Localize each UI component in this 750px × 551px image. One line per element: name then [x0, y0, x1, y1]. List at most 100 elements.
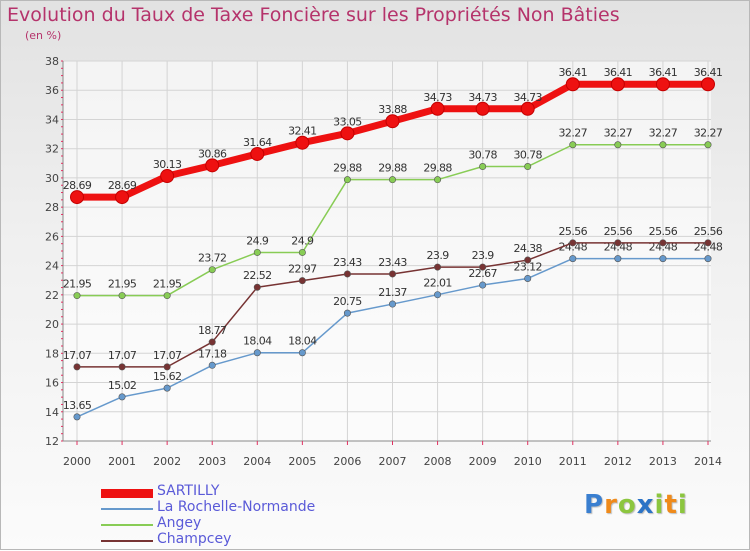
proxiti-logo: Proxiti: [584, 490, 688, 520]
data-point: [388, 300, 396, 308]
data-point: [704, 239, 712, 247]
data-point: [250, 146, 265, 161]
data-label: 36.41: [559, 66, 588, 79]
data-label: 24.9: [246, 234, 269, 247]
data-label: 21.95: [63, 278, 92, 291]
x-tick-label: 2004: [243, 455, 271, 468]
data-label: 22.67: [468, 267, 497, 280]
y-tick-label: 20: [45, 318, 59, 331]
data-point: [655, 77, 670, 92]
data-label: 23.43: [333, 256, 362, 269]
y-tick-label: 16: [45, 377, 59, 390]
data-label: 21.37: [378, 286, 407, 299]
x-tick-label: 2009: [469, 455, 497, 468]
legend-label: SARTILLY: [157, 483, 220, 499]
data-point: [704, 255, 712, 263]
data-point: [73, 363, 81, 371]
logo-letter: P: [584, 490, 605, 520]
series-la-rochelle-normande: 13.65 15.02 15.62 17.18 18.04 18.04 20.75 21.37…: [63, 241, 723, 421]
data-point: [385, 114, 400, 129]
legend-label: La Rochelle-Normande: [157, 499, 316, 515]
data-label: 32.27: [604, 127, 633, 140]
data-label: 24.48: [559, 241, 588, 254]
x-tick-label: 2007: [379, 455, 407, 468]
data-label: 17.07: [153, 349, 182, 362]
data-label: 30.13: [153, 158, 182, 171]
data-point: [614, 239, 622, 247]
logo-letter: t: [664, 490, 678, 520]
x-tick-label: 2005: [288, 455, 316, 468]
data-label: 31.64: [243, 136, 272, 149]
data-point: [704, 141, 712, 149]
data-point: [610, 77, 625, 92]
logo-letter: i: [677, 490, 688, 520]
data-label: 25.56: [559, 225, 588, 238]
legend-label: Champcey: [157, 531, 232, 547]
y-tick-label: 36: [45, 84, 59, 97]
data-point: [430, 101, 445, 116]
x-tick-label: 2003: [198, 455, 226, 468]
data-point: [208, 266, 216, 274]
data-point: [479, 263, 487, 271]
data-label: 30.78: [468, 149, 497, 162]
data-label: 30.86: [198, 147, 227, 160]
data-point: [163, 384, 171, 392]
data-point: [614, 255, 622, 263]
data-point: [475, 101, 490, 116]
data-label: 28.69: [108, 179, 137, 192]
data-point: [118, 292, 126, 300]
data-point: [479, 281, 487, 289]
data-label: 24.9: [291, 234, 314, 247]
data-point: [208, 361, 216, 369]
data-label: 24.48: [694, 241, 723, 254]
data-point: [388, 270, 396, 278]
logo-letter: o: [617, 490, 637, 520]
data-label: 32.27: [694, 127, 723, 140]
data-point: [343, 309, 351, 317]
data-point: [569, 255, 577, 263]
data-point: [343, 176, 351, 184]
series-champcey: 17.07 17.07 17.07 18.77 22.52 22.97 23.43 23.43…: [63, 225, 723, 371]
data-label: 23.43: [378, 256, 407, 269]
data-point: [253, 349, 261, 357]
data-label: 25.56: [694, 225, 723, 238]
legend-swatch: [101, 508, 153, 510]
x-tick-label: 2012: [604, 455, 632, 468]
data-label: 21.95: [108, 278, 137, 291]
x-tick-label: 2010: [514, 455, 542, 468]
data-label: 33.05: [333, 115, 362, 128]
data-label: 24.48: [604, 241, 633, 254]
data-point: [614, 141, 622, 149]
data-point: [524, 163, 532, 171]
data-label: 18.77: [198, 324, 227, 337]
data-point: [388, 176, 396, 184]
data-point: [73, 292, 81, 300]
data-label: 15.02: [108, 379, 137, 392]
data-label: 36.41: [649, 66, 678, 79]
data-point: [118, 393, 126, 401]
data-label: 24.38: [513, 242, 542, 255]
data-label: 24.48: [649, 241, 678, 254]
series-angey: 21.95 21.95 21.95 23.72 24.9 24.9 29.88 29.88 29…: [63, 127, 723, 300]
data-point: [565, 77, 580, 92]
data-point: [659, 239, 667, 247]
data-label: 28.69: [63, 179, 92, 192]
y-tick-label: 30: [45, 172, 59, 185]
data-label: 29.88: [378, 162, 407, 175]
data-point: [479, 163, 487, 171]
y-tick-label: 34: [45, 113, 59, 126]
legend-swatch: [101, 524, 153, 526]
y-tick-label: 32: [45, 143, 59, 156]
data-label: 33.88: [378, 103, 407, 116]
logo-letter: i: [654, 490, 665, 520]
legend-swatch: [101, 488, 153, 498]
chart-subtitle: (en %): [25, 29, 62, 42]
data-point: [205, 158, 220, 173]
data-point: [163, 292, 171, 300]
data-label: 23.12: [513, 260, 542, 273]
data-label: 34.73: [423, 91, 452, 104]
data-point: [295, 135, 310, 150]
data-label: 32.41: [288, 125, 317, 138]
y-tick-label: 18: [45, 347, 59, 360]
